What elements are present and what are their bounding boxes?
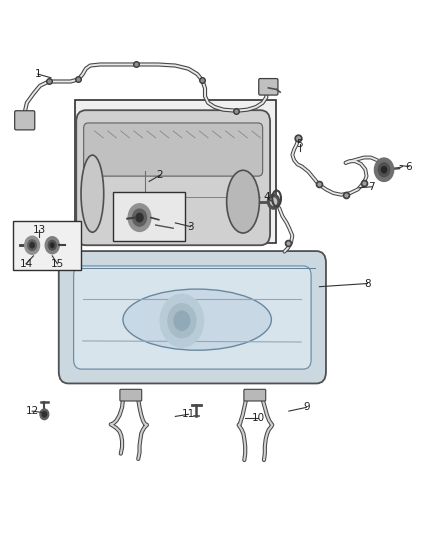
Text: 9: 9 xyxy=(303,402,310,413)
Circle shape xyxy=(378,163,390,176)
Text: 13: 13 xyxy=(32,225,46,236)
Text: 3: 3 xyxy=(187,222,194,232)
FancyBboxPatch shape xyxy=(14,111,35,130)
Text: 1: 1 xyxy=(35,69,41,79)
Circle shape xyxy=(45,237,59,254)
FancyBboxPatch shape xyxy=(59,251,326,383)
Circle shape xyxy=(174,311,190,330)
Text: 8: 8 xyxy=(364,279,371,288)
Bar xyxy=(13,221,81,270)
FancyBboxPatch shape xyxy=(120,389,142,401)
Text: 10: 10 xyxy=(252,413,265,423)
Circle shape xyxy=(25,236,39,254)
Text: 15: 15 xyxy=(51,259,64,269)
Text: 2: 2 xyxy=(157,170,163,180)
Ellipse shape xyxy=(226,170,259,233)
FancyBboxPatch shape xyxy=(84,123,263,176)
FancyBboxPatch shape xyxy=(74,266,311,369)
FancyBboxPatch shape xyxy=(244,389,266,401)
Circle shape xyxy=(133,209,147,226)
Circle shape xyxy=(168,304,196,338)
Circle shape xyxy=(136,213,143,222)
Text: 12: 12 xyxy=(25,406,39,416)
Circle shape xyxy=(381,166,387,173)
Circle shape xyxy=(48,240,56,250)
Text: 11: 11 xyxy=(182,409,195,419)
Circle shape xyxy=(271,198,277,205)
Circle shape xyxy=(40,409,49,419)
FancyBboxPatch shape xyxy=(259,78,278,95)
Bar xyxy=(75,100,276,243)
Text: 7: 7 xyxy=(368,182,375,192)
Ellipse shape xyxy=(123,289,272,350)
Circle shape xyxy=(30,243,34,248)
Text: 5: 5 xyxy=(297,139,303,149)
Text: 6: 6 xyxy=(406,161,412,172)
Text: 4: 4 xyxy=(264,192,270,203)
FancyBboxPatch shape xyxy=(76,110,270,245)
Circle shape xyxy=(28,240,36,251)
Ellipse shape xyxy=(81,155,104,232)
Circle shape xyxy=(42,411,46,417)
Circle shape xyxy=(50,243,54,247)
Text: 14: 14 xyxy=(19,259,33,269)
Circle shape xyxy=(374,158,394,181)
Circle shape xyxy=(128,204,151,231)
Circle shape xyxy=(268,194,280,209)
Circle shape xyxy=(160,294,204,348)
Bar xyxy=(113,192,185,241)
